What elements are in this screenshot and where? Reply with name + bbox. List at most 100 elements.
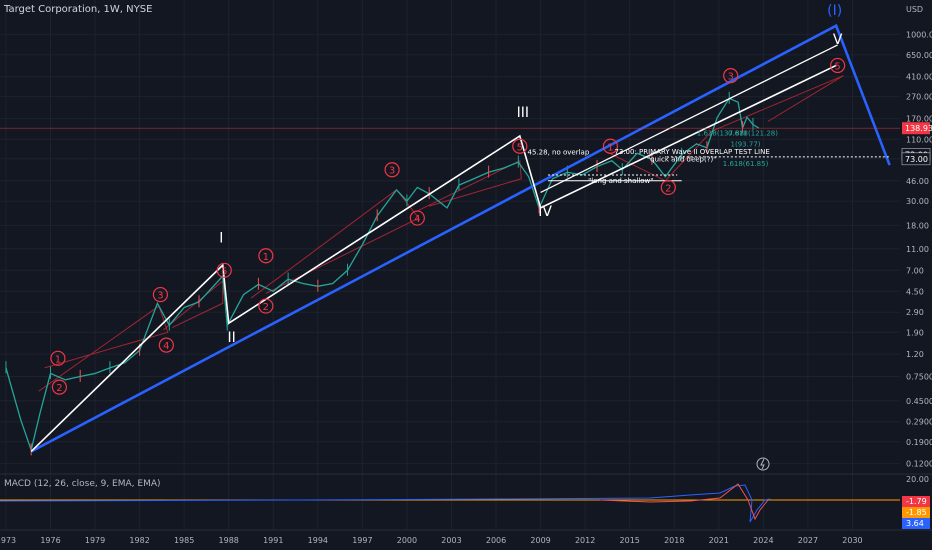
wave-label-circle <box>158 337 174 353</box>
price-axis-tick: 0.7500 <box>906 373 932 382</box>
wave-channel-line <box>163 279 224 331</box>
annotation-text: 1(93.77) <box>731 140 761 148</box>
price-axis-tick: 410.00 <box>906 73 932 82</box>
circled-wave-label: 2 <box>660 179 676 196</box>
macd-value-label: 3.64 <box>906 519 924 528</box>
wave-channel-line <box>250 189 420 299</box>
wave-label: II <box>228 330 236 346</box>
circled-wave-label: 1 <box>50 350 66 366</box>
macd-value-label: -1.79 <box>906 497 927 506</box>
time-axis-tick: 2003 <box>441 536 461 545</box>
time-axis-tick: 2018 <box>664 536 684 545</box>
chart-title: Target Corporation, 1W, NYSE <box>4 4 153 15</box>
price-axis-tick: 650.00 <box>906 51 932 60</box>
time-axis-tick: 2006 <box>486 536 506 545</box>
macd-line <box>0 484 771 523</box>
price-axis-tick: 170.00 <box>906 115 932 124</box>
circled-wave-label: 3 <box>723 68 739 84</box>
wave-label-circle <box>660 179 676 196</box>
circled-wave-label: 4 <box>409 210 425 226</box>
wave-label-number: 5 <box>221 266 227 277</box>
circled-wave-label: 1 <box>602 138 618 154</box>
price-badge-box <box>902 122 930 135</box>
circled-wave-label: 4 <box>158 337 174 353</box>
time-axis-tick: 1982 <box>129 536 149 545</box>
circled-wave-label: 3 <box>152 286 168 303</box>
wave-label-number: 5 <box>834 61 840 72</box>
time-axis-tick: 2009 <box>530 536 550 545</box>
wave-label: (I) <box>827 3 842 19</box>
wave-label-circle <box>512 138 528 154</box>
wave-label-number: 1 <box>263 252 269 263</box>
price-axis-tick: 30.00 <box>906 197 929 206</box>
macd-value-box <box>902 496 930 507</box>
macd-value-badge: 3.64 <box>902 518 930 529</box>
annotation-text: 45.28, no overlap <box>528 148 590 156</box>
macd-value-badge: -1.79 <box>902 496 930 507</box>
time-axis-tick: 2030 <box>842 536 862 545</box>
wave-label: IV <box>538 204 552 220</box>
price-line <box>5 97 760 453</box>
lightning-icon <box>756 457 770 471</box>
wave-label-number: 3 <box>389 166 395 177</box>
wave-label-number: 2 <box>263 302 269 313</box>
circled-wave-label: 5 <box>216 262 232 278</box>
price-axis-tick: 0.2900 <box>906 418 932 427</box>
time-axis-tick: 1985 <box>174 536 194 545</box>
wave-channel-line <box>605 75 844 182</box>
price-axis-tick: 0.1900 <box>906 438 932 447</box>
time-axis-tick: 2027 <box>798 536 818 545</box>
intermediate-wave-line <box>30 64 837 453</box>
wave-label-number: 3 <box>728 72 734 83</box>
price-badge: 138.93 <box>902 122 932 135</box>
wave-label-number: 5 <box>517 142 523 153</box>
time-axis-tick: 2015 <box>620 536 640 545</box>
annotation-text: 0.618(121.28) <box>728 130 778 138</box>
wave-label-circle <box>50 350 66 366</box>
wave-label-number: 2 <box>665 183 671 194</box>
price-axis-tick: 0.1200 <box>906 460 932 469</box>
price-axis-tick: 4.50 <box>906 287 924 296</box>
wave-label-number: 2 <box>56 383 62 394</box>
price-badge-label: 73.00 <box>905 155 928 164</box>
wave-label-number: 1 <box>607 142 613 153</box>
wave-label: V <box>833 32 843 48</box>
time-axis-tick: 1976 <box>40 536 60 545</box>
macd-value-box <box>902 507 930 518</box>
primary-wave-line <box>30 23 891 453</box>
circled-wave-label: 5 <box>512 138 528 154</box>
price-axis-unit: USD <box>906 5 923 14</box>
wave-label-number: 4 <box>163 341 169 352</box>
wave-label-circle <box>152 286 168 303</box>
price-axis-tick: 1.20 <box>906 350 924 359</box>
annotation-text: 73.00: PRIMARY Wave II OVERLAP TEST LINE <box>614 148 769 156</box>
wave-label-number: 4 <box>414 214 420 225</box>
macd-value-box <box>902 518 930 529</box>
macd-title: MACD (12, 26, close, 9, EMA, EMA) <box>4 479 161 489</box>
wave-label-circle <box>216 262 232 278</box>
macd-value-label: -1.85 <box>906 508 927 517</box>
time-axis-tick: 1988 <box>219 536 239 545</box>
circled-wave-label: 1 <box>258 248 274 264</box>
price-axis-tick: 11.00 <box>906 245 929 254</box>
macd-histogram <box>599 483 769 521</box>
price-axis-tick: 110.00 <box>906 135 932 144</box>
wave-label-number: 1 <box>55 354 61 365</box>
lightning-icon-bolt <box>760 458 765 470</box>
wave-label-circle <box>384 162 400 178</box>
time-axis-tick: 2024 <box>753 536 773 545</box>
lightning-icon-circle <box>756 457 770 471</box>
time-axis-tick: 1991 <box>263 536 283 545</box>
price-axis-tick: 7.00 <box>906 266 924 275</box>
annotation-text: 1.618(137.88) <box>697 130 747 138</box>
time-axis-tick: 2000 <box>397 536 417 545</box>
price-axis-tick: 46.00 <box>906 177 929 186</box>
price-axis-tick: 1000.00 <box>906 30 932 39</box>
price-badge: 73.00 <box>901 152 931 166</box>
circled-wave-label: 2 <box>51 379 68 395</box>
time-axis-tick: 1973 <box>0 536 16 545</box>
annotation-text: "quick and deep(?)" <box>647 155 716 163</box>
circled-wave-label: 5 <box>830 57 846 74</box>
circled-wave-label: 2 <box>258 298 274 314</box>
